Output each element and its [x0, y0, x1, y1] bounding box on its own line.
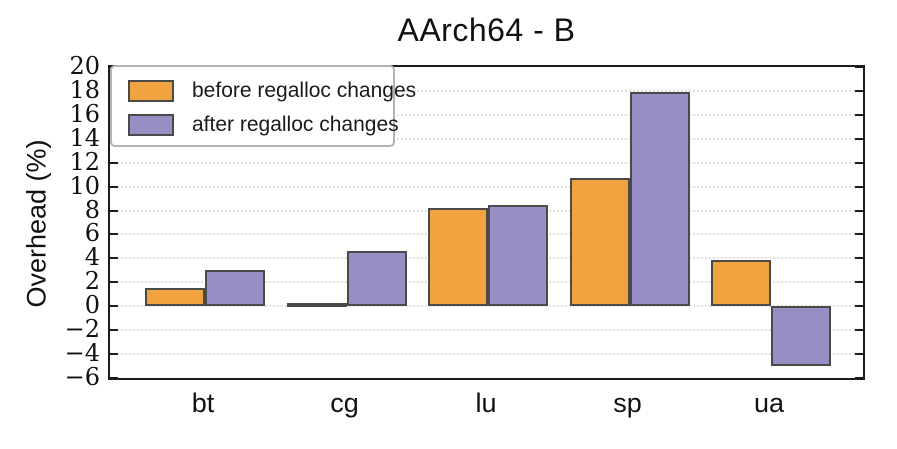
y-tick-mark: [855, 353, 863, 356]
y-tick-mark: [110, 233, 118, 236]
bar-after-sp: [629, 92, 690, 307]
gridline: [110, 329, 863, 332]
y-tick-label: 2: [84, 267, 100, 296]
y-tick-mark: [855, 66, 863, 68]
y-tick-label: −4: [64, 339, 100, 368]
y-tick-mark: [855, 89, 863, 92]
x-tick-label-sp: sp: [613, 388, 642, 418]
bar-before-cg: [286, 303, 347, 308]
plot-area: before regalloc changes after regalloc c…: [108, 65, 865, 380]
x-tick-label-cg: cg: [330, 388, 359, 418]
gridline: [110, 185, 863, 188]
chart-title: AArch64 - B: [397, 12, 576, 48]
y-tick-label: 10: [69, 171, 100, 200]
legend-label-before: before regalloc changes: [192, 79, 417, 102]
y-tick-label: 18: [69, 75, 100, 104]
y-tick-mark: [110, 305, 118, 308]
bar-after-lu: [488, 205, 548, 307]
legend: before regalloc changes after regalloc c…: [110, 65, 416, 147]
y-tick-mark: [110, 329, 118, 332]
y-tick-mark: [855, 209, 863, 212]
y-tick-mark: [110, 377, 118, 379]
y-tick-mark: [110, 209, 118, 212]
y-tick-mark: [110, 281, 118, 284]
y-tick-mark: [855, 329, 863, 332]
gridline: [110, 305, 863, 308]
y-tick-label: 6: [84, 219, 100, 248]
legend-item: after regalloc changes: [128, 110, 399, 140]
x-tick-label-ua: ua: [753, 388, 785, 418]
gridline: [110, 137, 863, 140]
y-tick-mark: [855, 281, 863, 284]
y-tick-mark: [855, 185, 863, 188]
y-tick-label: 14: [69, 123, 100, 152]
y-tick-mark: [855, 161, 863, 164]
bar-before-ua: [711, 260, 771, 307]
y-tick-label: −2: [64, 315, 100, 344]
bar-before-bt: [145, 288, 205, 307]
y-tick-label: 16: [69, 99, 100, 128]
y-tick-label: 0: [84, 291, 100, 320]
legend-label-after: after regalloc changes: [192, 113, 399, 136]
x-tick-label-lu: lu: [475, 388, 497, 418]
y-tick-mark: [855, 305, 863, 308]
y-tick-mark: [855, 233, 863, 236]
y-tick-mark: [855, 113, 863, 116]
gridline: [110, 113, 863, 116]
y-tick-mark: [855, 377, 863, 379]
legend-swatch-before: [128, 80, 174, 102]
y-tick-label: 20: [69, 52, 100, 80]
bar-after-cg: [346, 251, 407, 307]
y-tick-label: 4: [84, 243, 100, 272]
x-tick-label-bt: bt: [191, 388, 215, 418]
y-tick-label: −6: [64, 363, 100, 391]
y-tick-mark: [110, 185, 118, 188]
y-tick-label: 12: [69, 147, 100, 176]
y-tick-mark: [110, 161, 118, 164]
bar-after-bt: [205, 270, 265, 307]
y-tick-mark: [855, 137, 863, 140]
y-tick-mark: [855, 257, 863, 260]
gridline: [110, 89, 863, 92]
gridline: [110, 353, 863, 356]
legend-swatch-after: [128, 114, 174, 136]
y-tick-label: 8: [84, 195, 100, 224]
bar-before-sp: [569, 178, 630, 307]
y-tick-mark: [110, 257, 118, 260]
bar-after-ua: [771, 306, 831, 367]
y-tick-mark: [110, 353, 118, 356]
gridline: [110, 161, 863, 164]
legend-item: before regalloc changes: [128, 76, 416, 106]
bar-before-lu: [428, 207, 488, 307]
